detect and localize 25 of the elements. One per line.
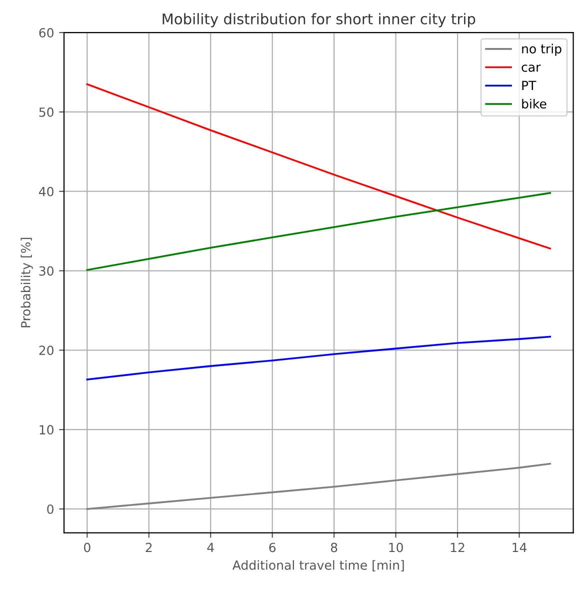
legend-label: car [522, 64, 541, 72]
chart-title: Mobility distribution for short inner city trip [162, 13, 476, 28]
y-tick-label: 30 [39, 266, 54, 276]
legend-label: bike [522, 98, 546, 109]
legend-label: no trip [522, 44, 562, 56]
x-tick-label: 8 [330, 542, 338, 552]
x-tick-label: 2 [146, 542, 152, 552]
y-tick-label: 0 [47, 504, 54, 514]
line-series [86, 192, 552, 271]
y-tick-label: 40 [39, 186, 54, 196]
line-series [86, 336, 552, 380]
x-axis-title: Additional travel time [min] [232, 560, 404, 572]
y-tick-label: 10 [40, 425, 54, 435]
x-tick-label: 0 [84, 542, 90, 552]
x-tick-label: 10 [389, 542, 403, 552]
x-tick-label: 14 [512, 542, 527, 552]
x-tick-label: 12 [450, 542, 464, 552]
x-tick-label: 6 [269, 542, 276, 552]
y-axis-title: Probability [%] [20, 238, 33, 328]
y-tick-label: 60 [39, 28, 54, 38]
line-series [86, 462, 552, 510]
legend-label: PT [522, 80, 536, 90]
y-tick-label: 20 [39, 346, 54, 356]
y-tick-label: 50 [39, 107, 54, 117]
x-tick-label: 4 [207, 542, 214, 552]
